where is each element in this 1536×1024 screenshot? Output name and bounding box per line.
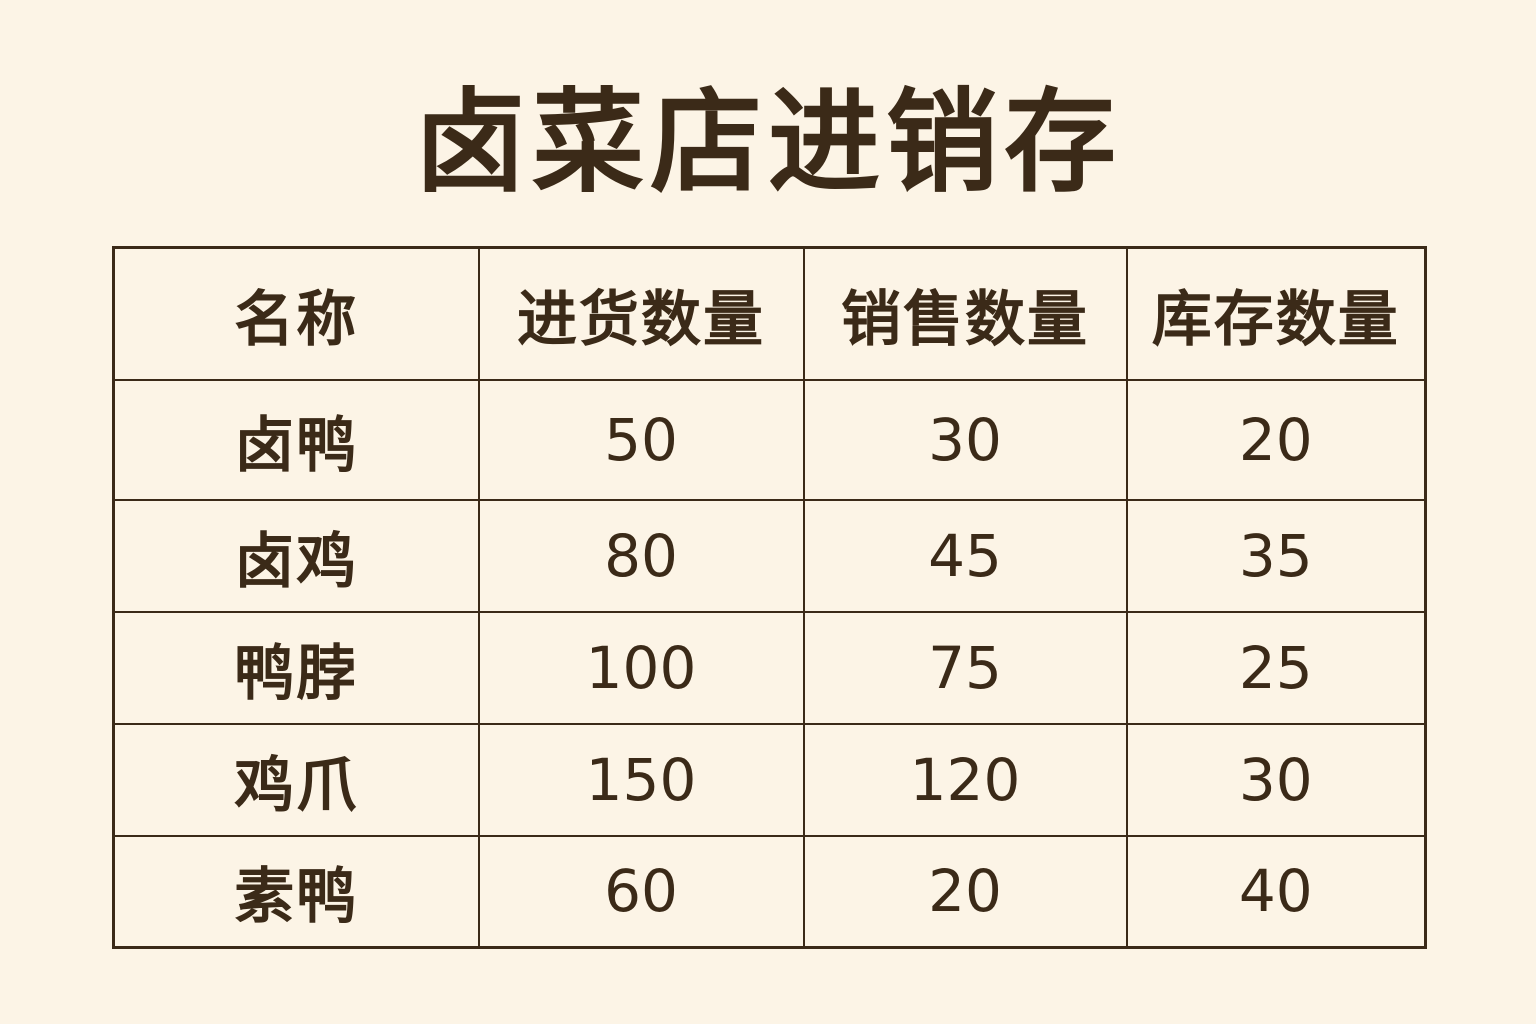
header-sales-qty: 销售数量 — [802, 246, 1128, 381]
header-purchase-qty: 进货数量 — [477, 246, 805, 381]
table-row: 鸡爪 150 120 30 — [112, 723, 1427, 837]
cell-stock: 30 — [1125, 723, 1427, 837]
cell-sales: 120 — [802, 723, 1128, 837]
inventory-table: 名称 进货数量 销售数量 库存数量 卤鸭 50 30 20 卤鸡 80 45 3… — [112, 246, 1427, 949]
cell-purchase: 80 — [477, 499, 805, 613]
page-title: 卤菜店进销存 — [414, 78, 1122, 208]
cell-sales: 30 — [802, 379, 1128, 501]
table-row: 鸭脖 100 75 25 — [112, 611, 1427, 725]
header-stock-qty: 库存数量 — [1125, 246, 1427, 381]
cell-name: 卤鸭 — [112, 379, 480, 501]
cell-purchase: 100 — [477, 611, 805, 725]
cell-name: 鸭脖 — [112, 611, 480, 725]
cell-purchase: 150 — [477, 723, 805, 837]
cell-sales: 75 — [802, 611, 1128, 725]
cell-stock: 25 — [1125, 611, 1427, 725]
table-row: 卤鸭 50 30 20 — [112, 379, 1427, 501]
cell-stock: 20 — [1125, 379, 1427, 501]
header-name: 名称 — [112, 246, 480, 381]
cell-sales: 45 — [802, 499, 1128, 613]
cell-stock: 40 — [1125, 835, 1427, 948]
cell-sales: 20 — [802, 835, 1128, 948]
table-row: 卤鸡 80 45 35 — [112, 499, 1427, 613]
table-header-row: 名称 进货数量 销售数量 库存数量 — [112, 246, 1427, 381]
table-row: 素鸭 60 20 40 — [112, 835, 1427, 948]
cell-stock: 35 — [1125, 499, 1427, 613]
cell-purchase: 50 — [477, 379, 805, 501]
cell-purchase: 60 — [477, 835, 805, 948]
cell-name: 鸡爪 — [112, 723, 480, 837]
cell-name: 素鸭 — [112, 835, 480, 948]
cell-name: 卤鸡 — [112, 499, 480, 613]
